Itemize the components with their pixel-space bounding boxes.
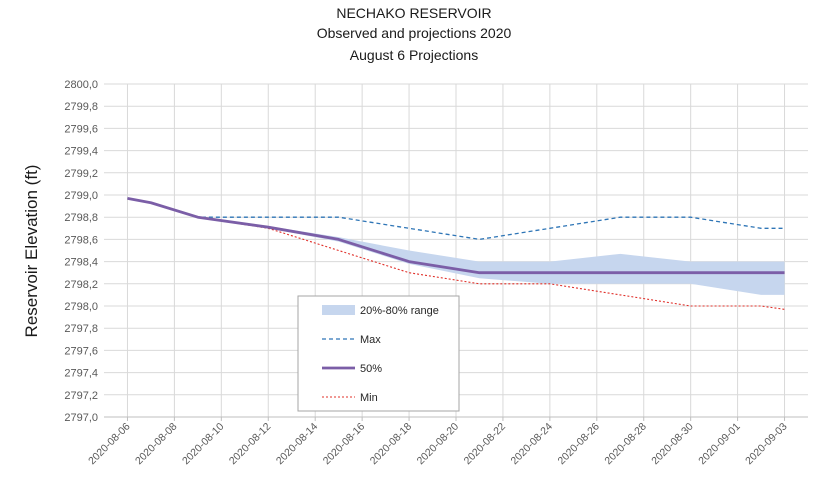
y-tick-label: 2797,4 <box>64 368 98 380</box>
grid <box>104 83 808 418</box>
y-tick-label: 2798,4 <box>64 257 98 269</box>
y-tick-label: 2797,0 <box>64 412 98 424</box>
y-tick-label: 2797,8 <box>64 323 98 335</box>
legend-label-median: 50% <box>360 363 382 375</box>
series-layer <box>127 196 785 310</box>
y-tick-label: 2799,6 <box>64 123 98 135</box>
y-axis-label: Reservoir Elevation (ft) <box>22 165 41 338</box>
y-tick-label: 2800,0 <box>64 79 98 91</box>
legend: 20%-80% range Max 50% Min <box>297 295 460 412</box>
y-tick-label: 2797,2 <box>64 390 98 402</box>
y-tick-label: 2798,6 <box>64 234 98 246</box>
chart-title: NECHAKO RESERVOIR <box>336 5 491 21</box>
chart-subtitle: Observed and projections 2020 <box>317 25 512 41</box>
y-tick-label: 2798,2 <box>64 279 98 291</box>
y-tick-label: 2798,8 <box>64 212 98 224</box>
y-tick-label: 2799,0 <box>64 190 98 202</box>
y-tick-label: 2799,2 <box>64 168 98 180</box>
legend-box <box>297 295 460 412</box>
band-layer <box>127 198 785 295</box>
y-tick-label: 2799,4 <box>64 146 98 158</box>
y-tick-label: 2798,0 <box>64 301 98 313</box>
legend-label-max: Max <box>360 334 381 346</box>
y-tick-label: 2797,6 <box>64 345 98 357</box>
legend-label-band: 20%-80% range <box>360 305 439 317</box>
band-20-80-range <box>127 198 785 295</box>
series-line-50pct <box>127 196 785 275</box>
legend-label-min: Min <box>360 392 378 404</box>
chart-subtitle-projection: August 6 Projections <box>350 47 478 63</box>
legend-swatch-band <box>322 305 355 315</box>
y-tick-label: 2799,8 <box>64 101 98 113</box>
